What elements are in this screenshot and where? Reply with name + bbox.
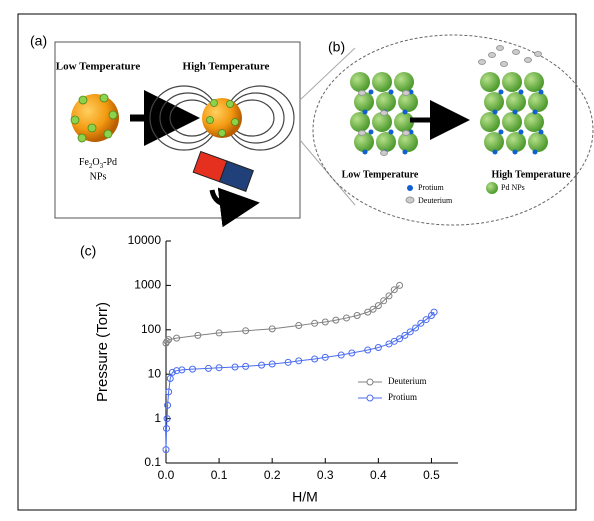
x-tick-label: 0.0 [158, 468, 175, 482]
protium-dot [493, 110, 498, 115]
zoom-line [300, 48, 355, 100]
x-axis-label: H/M [292, 489, 318, 505]
high-temp-label: High Temperature [183, 61, 270, 73]
x-tick-label: 0.1 [211, 468, 228, 482]
deuterium-dot [479, 60, 486, 65]
legend-marker [367, 379, 373, 385]
y-tick-label: 1000 [134, 278, 161, 292]
formula-part: O [92, 157, 99, 168]
legend-text: Protium [418, 183, 445, 192]
pd-sphere [502, 72, 522, 92]
x-tick-label: 0.3 [317, 468, 334, 482]
pd-sphere [480, 72, 500, 92]
legend-label: Protium [388, 392, 417, 402]
deuterium-dot [497, 46, 504, 51]
legend-marker [367, 395, 373, 401]
formula: Fe2O3-Pd [79, 157, 117, 169]
high-temp-label: High Temperature [492, 169, 572, 180]
low-temp-label: Low Temperature [56, 61, 141, 73]
protium-icon [407, 185, 413, 191]
protium-dot [539, 90, 544, 95]
deuterium-icon [406, 197, 414, 203]
protium-dot [519, 90, 524, 95]
pd-sphere [372, 72, 392, 92]
pd-sphere [502, 112, 522, 132]
pd-sphere [480, 112, 500, 132]
protium-dot [363, 150, 368, 155]
protium-dot [403, 110, 408, 115]
legend-text: Pd NPs [501, 183, 525, 192]
formula-part: Fe [79, 157, 90, 168]
deuterium-dot [513, 50, 520, 55]
y-tick-label: 1 [154, 411, 161, 425]
pd-sphere [528, 92, 548, 112]
pd-sphere [350, 72, 370, 92]
protium-dot [389, 130, 394, 135]
magnet [193, 151, 253, 205]
plot: 0.11101001000100000.00.10.20.30.40.5Deut… [128, 233, 458, 482]
protium-dot [493, 150, 498, 155]
protium-dot [533, 110, 538, 115]
protium-dot [533, 150, 538, 155]
pd-sphere [524, 72, 544, 92]
pd-sphere [506, 132, 526, 152]
deuterium-dot [359, 91, 366, 96]
pd-sphere [376, 132, 396, 152]
low-temp-label: Low Temperature [342, 169, 419, 180]
protium-dot [513, 110, 518, 115]
pd-sphere [524, 112, 544, 132]
pd-sphere [484, 132, 504, 152]
protium-dot [519, 130, 524, 135]
pd-sphere [376, 92, 396, 112]
protium-dot [499, 90, 504, 95]
legend-label: Deuterium [388, 376, 427, 386]
figure: (a) Low Temperature High Temperature Fe2… [0, 0, 594, 516]
formula-line2: NPs [90, 171, 107, 182]
pd-icon [486, 182, 498, 194]
deuterium-dot [359, 131, 366, 136]
y-axis-label: Pressure (Torr) [94, 302, 111, 402]
panel-b-label: (b) [328, 39, 345, 55]
deuterium-dot [403, 91, 410, 96]
pd-sphere [528, 132, 548, 152]
protium-dot [369, 90, 374, 95]
protium-dot [389, 90, 394, 95]
x-tick-label: 0.2 [264, 468, 281, 482]
y-tick-label: 100 [141, 322, 161, 336]
deuterium-dot [525, 58, 532, 63]
deuterium-dot [403, 131, 410, 136]
deuterium-dot [501, 62, 508, 67]
protium-dot [513, 150, 518, 155]
protium-dot [539, 130, 544, 135]
protium-dot [403, 150, 408, 155]
lattice [350, 72, 418, 156]
pd-sphere [506, 92, 526, 112]
lattice [479, 46, 549, 155]
protium-dot [363, 110, 368, 115]
formula-part: -Pd [103, 157, 117, 168]
panel-c-label: (c) [80, 243, 96, 259]
pd-sphere [350, 112, 370, 132]
deuterium-dot [489, 53, 496, 58]
legend-text: Deuterium [418, 196, 453, 205]
y-tick-label: 10 [148, 366, 162, 380]
pd-sphere [394, 72, 414, 92]
pd-sphere [484, 92, 504, 112]
y-tick-label: 10000 [128, 233, 162, 247]
deuterium-dot [381, 151, 388, 156]
x-tick-label: 0.4 [370, 468, 387, 482]
y-tick-label: 0.1 [144, 455, 161, 469]
deuterium-dot [381, 111, 388, 116]
deuterium-dot [535, 52, 542, 57]
protium-dot [499, 130, 504, 135]
x-tick-label: 0.5 [423, 468, 440, 482]
panel-a-label: (a) [30, 33, 47, 49]
protium-dot [369, 130, 374, 135]
